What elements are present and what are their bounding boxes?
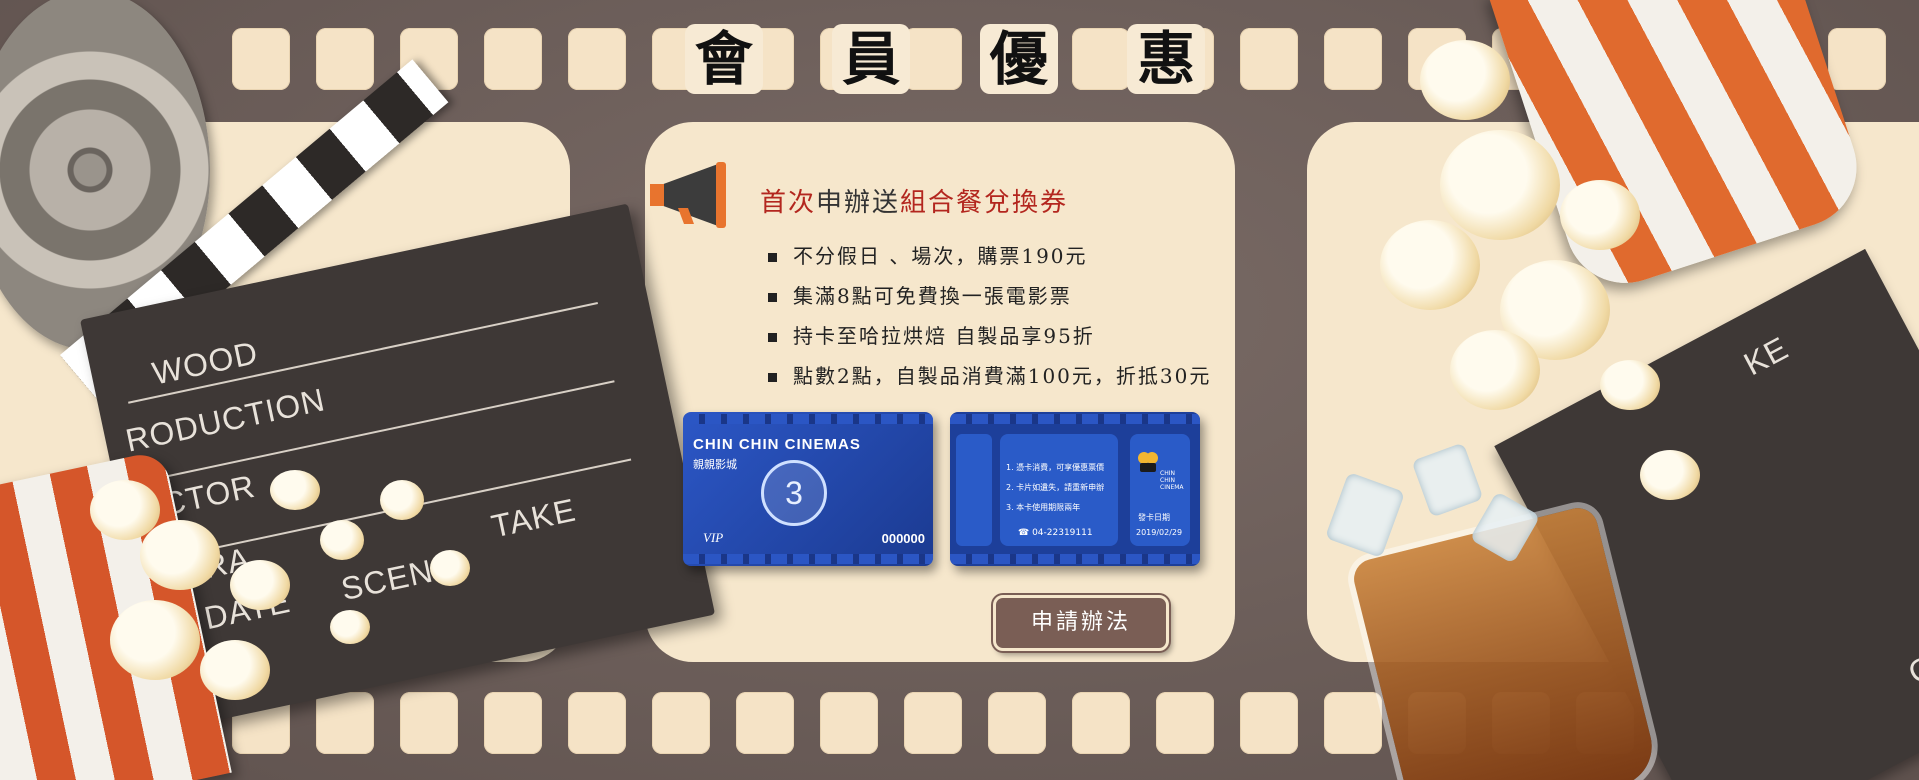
popcorn-image	[1450, 330, 1540, 410]
sprocket-hole	[1240, 28, 1298, 90]
popcorn-image	[380, 480, 424, 520]
member-card-back-image: 1. 憑卡消費，可享優惠票價 2. 卡片如遺失，請重新申辦 3. 本卡使用期限兩…	[950, 412, 1200, 566]
card-rule: 2. 卡片如遺失，請重新申辦	[1006, 483, 1105, 492]
list-item-text: 不分假日 、場次，購票190元	[793, 244, 1088, 268]
title-char: 惠	[1127, 24, 1206, 94]
sprocket-hole	[400, 692, 458, 754]
bullet-icon	[768, 293, 777, 302]
sprocket-hole	[1240, 692, 1298, 754]
list-item-text: 集滿8點可免費換一張電影票	[793, 284, 1072, 308]
sprocket-hole	[988, 692, 1046, 754]
card-perforation	[950, 554, 1200, 564]
bullet-icon	[768, 253, 777, 262]
card-mini-brand: CHIN CHIN CINEMA	[1160, 470, 1184, 491]
card-brand: CHIN CHIN CINEMAS	[693, 436, 861, 453]
benefit-list: 不分假日 、場次，購票190元 集滿8點可免費換一張電影票 持卡至哈拉烘焙 自製…	[768, 236, 1228, 396]
sprocket-hole	[1072, 692, 1130, 754]
headline-voucher: 組合餐兌換券	[900, 188, 1069, 218]
card-rule: 1. 憑卡消費，可享優惠票價	[1006, 463, 1105, 472]
apply-method-button[interactable]: 申請辦法	[993, 595, 1169, 651]
list-item-text: 點數2點，自製品消費滿100元，折抵30元	[793, 364, 1212, 388]
popcorn-image	[1560, 180, 1640, 250]
popcorn-image	[140, 520, 220, 590]
list-item: 不分假日 、場次，購票190元	[768, 236, 1228, 276]
popcorn-image	[430, 550, 470, 586]
title-char: 會	[684, 24, 763, 94]
clapper-text: OOD	[1902, 623, 1919, 692]
sprocket-hole	[232, 28, 290, 90]
popcorn-image	[1440, 130, 1560, 240]
sprocket-hole	[652, 692, 710, 754]
card-issue-date: 2019/02/29	[1136, 528, 1183, 537]
popcorn-image	[270, 470, 320, 510]
clapper-text: WOOD	[149, 334, 262, 392]
popcorn-image	[1640, 450, 1700, 500]
card-brand-zh: 親親影城	[693, 458, 737, 471]
card-issue-label: 發卡日期	[1138, 513, 1170, 522]
list-item: 集滿8點可免費換一張電影票	[768, 276, 1228, 316]
clapper-text: TAKE	[488, 491, 580, 545]
bullet-icon	[768, 373, 777, 382]
camera-mascot-icon	[1138, 452, 1158, 472]
headline-first-time: 首次	[760, 188, 817, 218]
promo-headline: 首次申辦送組合餐兌換券	[760, 182, 1068, 219]
sprocket-hole	[316, 28, 374, 90]
card-rules-panel: 1. 憑卡消費，可享優惠票價 2. 卡片如遺失，請重新申辦 3. 本卡使用期限兩…	[1000, 434, 1118, 546]
film-frame-center	[645, 122, 1235, 662]
popcorn-image	[320, 520, 364, 560]
sprocket-hole	[1156, 692, 1214, 754]
sprocket-hole	[1828, 28, 1886, 90]
card-perforation	[950, 414, 1200, 424]
popcorn-image	[1420, 40, 1510, 120]
popcorn-image	[330, 610, 370, 644]
sprocket-hole	[1324, 692, 1382, 754]
sprocket-hole	[316, 692, 374, 754]
sprocket-hole	[904, 28, 962, 90]
card-vip-label: VIP	[703, 530, 724, 545]
title-char: 優	[979, 24, 1058, 94]
sprocket-hole	[736, 692, 794, 754]
popcorn-image	[1380, 220, 1480, 310]
popcorn-image	[110, 600, 200, 680]
title-char: 員	[832, 24, 911, 94]
card-rule: 3. 本卡使用期限兩年	[1006, 503, 1081, 512]
sprocket-hole	[568, 28, 626, 90]
sprocket-hole	[1324, 28, 1382, 90]
popcorn-image	[200, 640, 270, 700]
card-perforation	[683, 414, 933, 424]
sprocket-hole	[904, 692, 962, 754]
list-item: 點數2點，自製品消費滿100元，折抵30元	[768, 356, 1228, 396]
headline-apply: 申辦送	[816, 188, 901, 218]
megaphone-icon	[650, 162, 726, 228]
sprocket-hole	[484, 692, 542, 754]
sprocket-hole	[484, 28, 542, 90]
card-phone: ☎ 04-22319111	[1018, 528, 1093, 538]
countdown-icon: 3	[761, 460, 827, 526]
sprocket-hole	[568, 692, 626, 754]
popcorn-image	[1600, 360, 1660, 410]
card-number: 000000	[881, 531, 925, 546]
card-perforation	[683, 554, 933, 564]
clapper-text: KE	[1737, 329, 1795, 383]
popcorn-image	[230, 560, 290, 610]
card-phone-number: 04-22319111	[1032, 528, 1093, 538]
sprocket-hole	[820, 692, 878, 754]
bullet-icon	[768, 333, 777, 342]
card-back-left-panel	[956, 434, 992, 546]
page-title: 會 員 優 惠	[650, 24, 1240, 94]
card-side-panel: CHIN CHIN CINEMA 發卡日期 2019/02/29	[1130, 434, 1190, 546]
member-card-front-image: CHIN CHIN CINEMAS 親親影城 3 VIP 000000	[683, 412, 933, 566]
list-item-text: 持卡至哈拉烘焙 自製品享95折	[793, 324, 1095, 348]
list-item: 持卡至哈拉烘焙 自製品享95折	[768, 316, 1228, 356]
popcorn-image	[90, 480, 160, 540]
sprocket-hole	[1072, 28, 1130, 90]
